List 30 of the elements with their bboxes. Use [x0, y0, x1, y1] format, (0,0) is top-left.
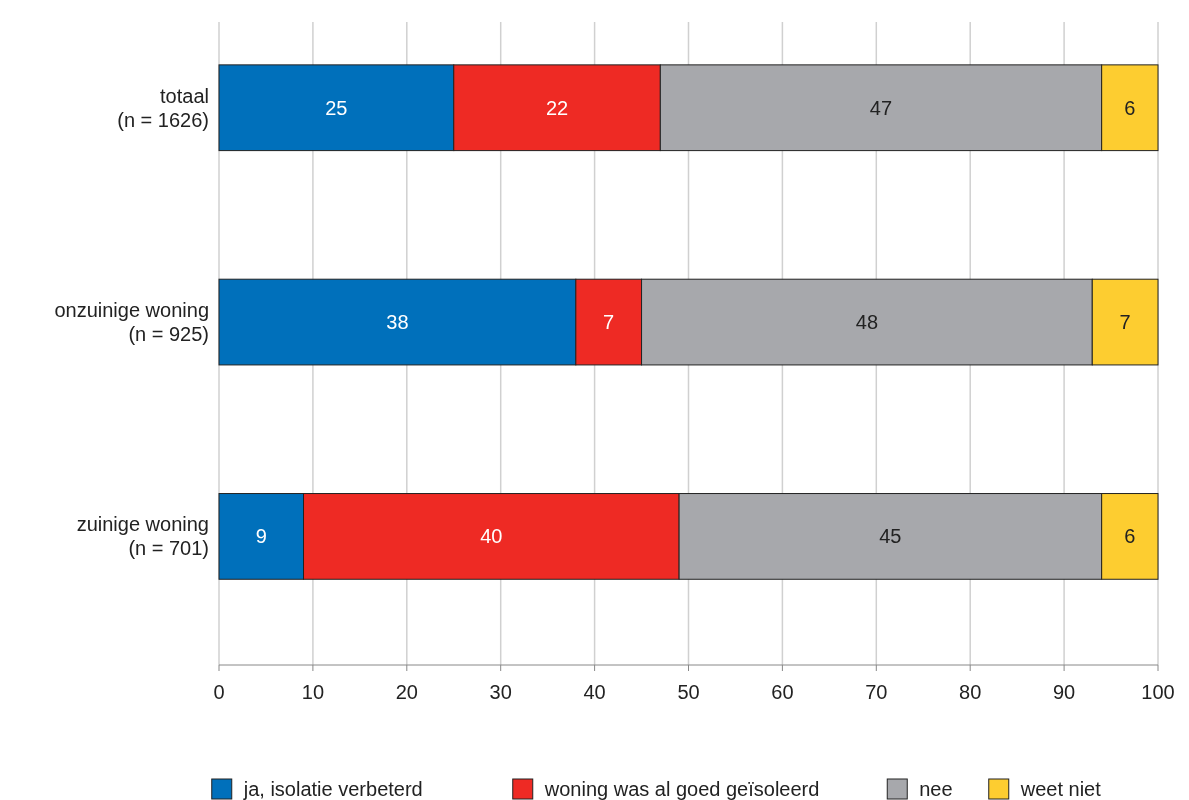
legend-label: nee — [919, 778, 953, 800]
x-tick-label: 30 — [489, 681, 512, 703]
legend-label: ja, isolatie verbeterd — [242, 778, 423, 800]
data-label: 47 — [869, 96, 893, 119]
y-tick-label: onzuinige woning (n = 925) — [54, 299, 209, 346]
x-tick-label: 60 — [771, 681, 794, 703]
x-tick-label: 20 — [395, 681, 418, 703]
y-tick-label: zuinige woning (n = 701) — [76, 513, 209, 560]
x-tick-label: 80 — [959, 681, 982, 703]
x-tick-label: 50 — [677, 681, 700, 703]
data-label: 7 — [1119, 311, 1131, 334]
x-tick-label: 40 — [583, 681, 606, 703]
x-tick-label: 70 — [865, 681, 888, 703]
x-tick-label: 10 — [301, 681, 325, 703]
data-label: 25 — [325, 96, 348, 119]
legend-label: weet niet — [1019, 778, 1102, 800]
data-label: 45 — [879, 525, 902, 548]
x-tick-label: 90 — [1052, 681, 1076, 703]
data-label: 6 — [1124, 525, 1136, 548]
data-label: 48 — [855, 311, 879, 334]
data-label: 9 — [255, 525, 267, 548]
legend-label: woning was al goed geïsoleerd — [543, 778, 820, 800]
data-label: 7 — [603, 311, 615, 334]
x-tick-label: 0 — [213, 681, 225, 703]
data-label: 6 — [1124, 96, 1136, 119]
data-label: 22 — [545, 96, 569, 119]
data-label: 38 — [386, 311, 409, 334]
data-label: 40 — [480, 525, 503, 548]
x-tick-label: 100 — [1141, 681, 1175, 703]
y-tick-label: totaal (n = 1626) — [117, 84, 209, 131]
